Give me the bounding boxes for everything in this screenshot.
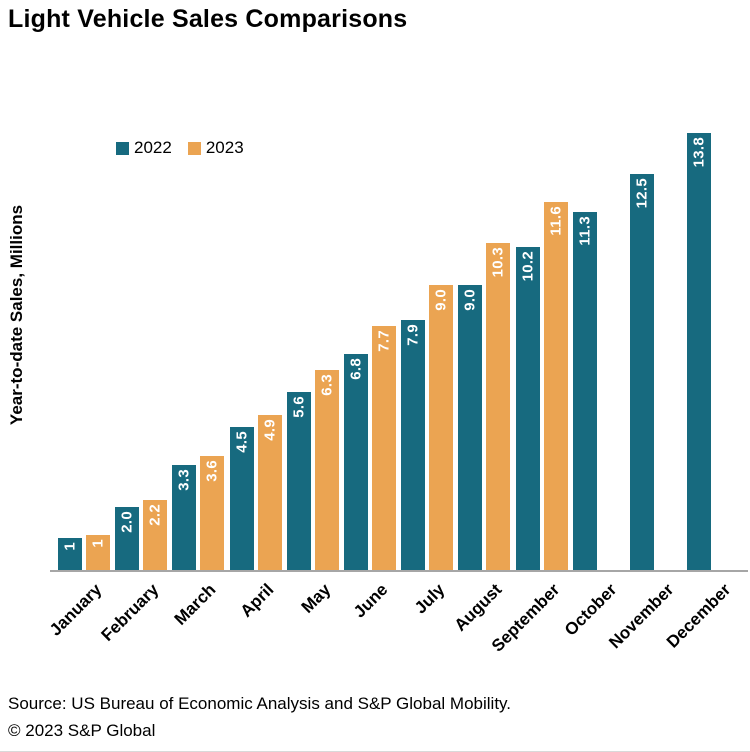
bar-2022-March: 3.3: [172, 465, 197, 570]
legend-item-2022: 2022: [116, 138, 172, 158]
bar-value-label: 3.3: [175, 469, 193, 492]
bar-2022-July: 7.9: [401, 319, 426, 570]
x-axis-baseline: [50, 570, 748, 572]
x-axis-label-december: December: [663, 580, 735, 652]
bar-value-label: 3.6: [203, 459, 221, 482]
bar-value-label: 9.0: [461, 288, 479, 311]
bar-value-label: 2.0: [118, 510, 136, 533]
bar-2022-June: 6.8: [344, 354, 368, 570]
bar-value-label: 2.2: [146, 504, 164, 527]
bar-2023-February: 2.2: [143, 500, 168, 570]
bar-value-label: 11.3: [576, 215, 594, 246]
legend-item-2023: 2023: [187, 138, 244, 158]
bar-2022-February: 2.0: [115, 506, 140, 570]
bar-value-label: 7.7: [375, 329, 393, 352]
legend-swatch-2023: [187, 141, 201, 155]
legend-swatch-2022: [116, 141, 129, 155]
bar-value-label: 1: [61, 542, 79, 551]
legend: 2022 2023: [116, 138, 244, 158]
bar-value-label: 6.8: [347, 358, 365, 381]
bar-value-label: 12.5: [633, 177, 651, 209]
bar-2022-December: 13.8: [687, 132, 712, 570]
bar-2023-August: 10.3: [486, 243, 511, 570]
bar-value-label: 7.9: [404, 323, 422, 346]
bar-2022-January: 1: [58, 538, 82, 570]
bar-2023-January: 1: [86, 535, 110, 570]
copyright-text: © 2023 S&P Global: [8, 721, 156, 740]
bar-2022-September: 10.2: [515, 246, 540, 570]
bar-value-label: 6.3: [318, 374, 336, 397]
source-text: Source: US Bureau of Economic Analysis a…: [8, 694, 512, 713]
bar-value-label: 11.6: [547, 206, 565, 236]
bar-value-label: 5.6: [290, 396, 308, 419]
bar-2023-June: 7.7: [372, 325, 396, 570]
bar-2023-May: 6.3: [314, 370, 339, 570]
bar-2023-April: 4.9: [257, 414, 282, 570]
bar-2023-September: 11.6: [543, 202, 568, 570]
bar-value-label: 1: [89, 539, 107, 548]
bar-value-label: 10.2: [519, 250, 537, 282]
bar-2022-April: 4.5: [229, 427, 254, 570]
bar-2022-November: 12.5: [630, 173, 654, 570]
bar-2022-August: 9.0: [458, 284, 483, 570]
bar-value-label: 13.8: [690, 136, 708, 167]
bar-2022-May: 5.6: [286, 392, 311, 570]
bar-value-label: 4.9: [261, 418, 279, 441]
bar-value-label: 10.3: [489, 247, 507, 278]
bar-2023-July: 9.0: [429, 284, 454, 570]
bar-2022-October: 11.3: [572, 211, 597, 570]
bar-value-label: 9.0: [432, 288, 450, 311]
legend-label-2022: 2022: [134, 138, 172, 157]
chart-title: Light Vehicle Sales Comparisons: [8, 5, 408, 33]
legend-label-2023: 2023: [205, 138, 244, 157]
bar-value-label: 4.5: [233, 431, 251, 454]
bar-2023-March: 3.6: [200, 455, 225, 570]
